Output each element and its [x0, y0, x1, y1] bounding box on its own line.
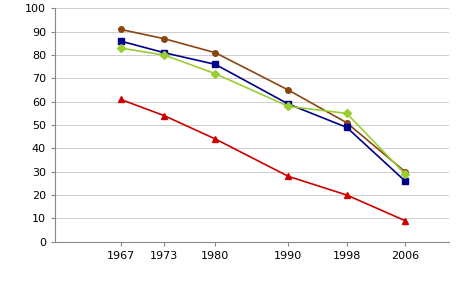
Series4: [344, 193, 349, 197]
Series4: [162, 114, 167, 117]
Series2: [162, 51, 167, 55]
Series2: [286, 102, 291, 106]
Line: Series4: Series4: [118, 97, 408, 223]
Series2: [118, 39, 123, 43]
Series2: [402, 179, 408, 183]
Line: Series2: Series2: [118, 38, 408, 184]
Series3: [162, 53, 167, 57]
Series1: [344, 121, 349, 124]
Series4: [118, 98, 123, 101]
Series4: [213, 137, 218, 141]
Series3: [402, 172, 408, 176]
Series3: [344, 112, 349, 115]
Series4: [402, 219, 408, 222]
Series2: [344, 126, 349, 129]
Series1: [286, 88, 291, 92]
Series1: [213, 51, 218, 55]
Series3: [286, 105, 291, 108]
Series1: [402, 170, 408, 173]
Line: Series1: Series1: [118, 27, 408, 175]
Series4: [286, 175, 291, 178]
Series2: [213, 63, 218, 66]
Series1: [162, 37, 167, 40]
Line: Series3: Series3: [118, 45, 408, 177]
Series3: [213, 72, 218, 75]
Series1: [118, 28, 123, 31]
Series3: [118, 46, 123, 50]
